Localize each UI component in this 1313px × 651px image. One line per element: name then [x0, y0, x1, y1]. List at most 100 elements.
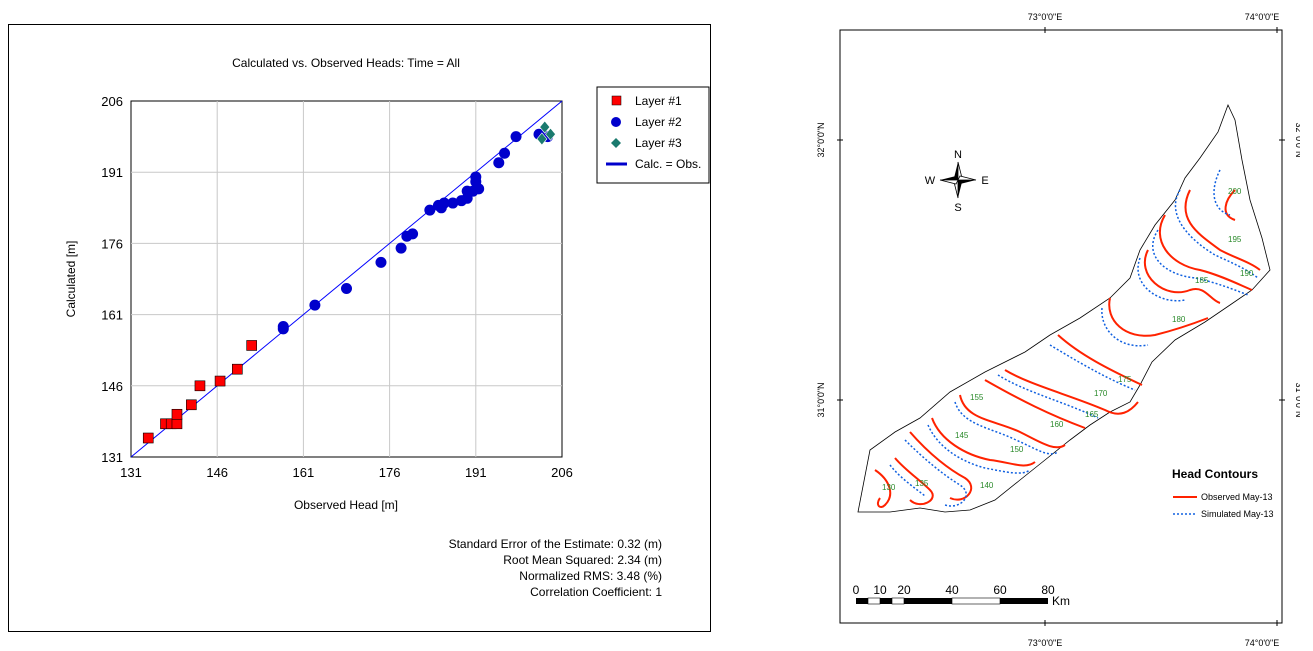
y-tick-label: 206 [101, 94, 123, 109]
legend-marker-layer2 [611, 117, 621, 127]
compass-icon: N S E W [925, 149, 989, 214]
contour-label-130: 130 [882, 483, 896, 492]
data-points [142, 120, 556, 444]
lat-label-31-left: 31°0'0"N [816, 382, 826, 417]
point-layer1 [194, 380, 206, 392]
scale-label-60: 60 [993, 583, 1007, 597]
observed-contour-175 [1057, 334, 1143, 386]
legend-label-refline: Calc. = Obs. [635, 157, 701, 171]
point-layer2 [447, 197, 459, 209]
contour-label-200: 200 [1228, 187, 1242, 196]
lon-label-74-top: 74°0'0"E [1245, 12, 1280, 22]
contour-map: 73°0'0"E 74°0'0"E 73°0'0"E 74°0'0"E 32°0… [816, 12, 1300, 648]
x-tick-label: 206 [551, 465, 573, 480]
point-layer1 [214, 375, 226, 387]
observed-contour-150 [909, 431, 973, 501]
scale-bar: 0 10 20 40 60 80 Km [853, 583, 1070, 608]
contour-label-160: 160 [1050, 420, 1064, 429]
stat-normalized-rms: Normalized RMS: 3.48 (%) [519, 569, 662, 583]
simulated-contour-175 [1049, 344, 1136, 391]
contour-labels: 200 195 190 185 180 175 170 165 160 155 … [882, 187, 1254, 492]
contour-label-145: 145 [955, 431, 969, 440]
compass-east: E [981, 175, 988, 187]
stat-standard-error: Standard Error of the Estimate: 0.32 (m) [448, 537, 662, 551]
contour-label-180: 180 [1172, 315, 1186, 324]
scale-label-80: 80 [1041, 583, 1055, 597]
y-tick-label: 191 [101, 165, 123, 180]
observed-contour-180 [1108, 297, 1209, 337]
simulated-contour-160 [954, 401, 1059, 455]
legend-label-layer3: Layer #3 [635, 136, 682, 150]
observed-contour-155 [931, 417, 1036, 467]
lon-label-74-bottom: 74°0'0"E [1245, 638, 1280, 648]
contour-label-155: 155 [970, 393, 984, 402]
legend-label-layer2: Layer #2 [635, 115, 682, 129]
map-legend-title: Head Contours [1172, 467, 1258, 481]
contour-label-175: 175 [1118, 375, 1132, 384]
legend-marker-layer3 [611, 138, 621, 148]
simulated-contour-155 [927, 424, 1031, 474]
scale-label-20: 20 [897, 583, 911, 597]
simulated-contours [889, 169, 1259, 507]
lat-label-32-left: 32°0'0"N [816, 122, 826, 157]
point-layer2 [395, 242, 407, 254]
point-layer2 [499, 147, 511, 159]
scale-label-10: 10 [873, 583, 887, 597]
chart-legend: Layer #1 Layer #2 Layer #3 Calc. = Obs. [596, 86, 710, 184]
chart-panel: Calculated vs. Observed Heads: Time = Al… [8, 24, 711, 632]
simulated-contour-170 [997, 374, 1099, 419]
observed-contour-145 [894, 457, 934, 506]
point-layer2 [470, 171, 482, 183]
reference-line [130, 100, 563, 458]
contour-label-195: 195 [1228, 235, 1242, 244]
study-area-outline [857, 103, 1271, 513]
contour-label-140: 140 [980, 481, 994, 490]
x-tick-label: 191 [465, 465, 487, 480]
lat-label-32-right: 32°0'0"N [1294, 122, 1300, 157]
contour-label-135: 135 [915, 479, 929, 488]
point-layer2 [277, 320, 289, 332]
map-legend: Head Contours Observed May-13 Simulated … [1172, 467, 1274, 519]
point-layer2 [424, 204, 436, 216]
point-layer1 [246, 340, 257, 351]
point-layer2 [493, 157, 505, 169]
map-legend-observed-label: Observed May-13 [1201, 492, 1273, 502]
observed-contour-165 [984, 379, 1086, 429]
chart-title: Calculated vs. Observed Heads: Time = Al… [232, 56, 460, 70]
simulated-contour-195 [1174, 189, 1259, 279]
x-tick-label: 131 [120, 465, 142, 480]
point-layer2 [438, 197, 450, 209]
observed-contour-200 [1224, 189, 1236, 221]
contour-label-185: 185 [1195, 276, 1209, 285]
point-layer3 [539, 120, 551, 134]
point-layer2 [407, 228, 419, 240]
compass-north: N [954, 149, 962, 161]
lon-label-73-top: 73°0'0"E [1028, 12, 1063, 22]
point-layer2 [341, 282, 352, 294]
y-tick-label: 161 [101, 308, 123, 323]
simulated-contour-200 [1213, 169, 1231, 216]
y-tick-label: 176 [101, 236, 123, 251]
point-layer2 [473, 183, 485, 195]
statistics-block: Standard Error of the Estimate: 0.32 (m)… [449, 536, 662, 600]
observed-contours [874, 189, 1261, 508]
compass-south: S [954, 202, 961, 214]
y-axis-label: Calculated [m] [64, 241, 78, 318]
x-tick-label: 176 [379, 465, 401, 480]
simulated-contour-150 [904, 439, 967, 507]
point-layer2 [375, 256, 387, 268]
point-layer1 [142, 432, 154, 444]
observed-contour-185 [1143, 249, 1221, 304]
lon-label-73-bottom: 73°0'0"E [1028, 638, 1063, 648]
lat-label-31-right: 31°0'0"N [1294, 382, 1300, 417]
y-tick-label: 131 [101, 450, 123, 465]
point-layer2 [510, 131, 522, 143]
contour-label-150: 150 [1010, 445, 1024, 454]
x-axis-label: Observed Head [m] [294, 498, 398, 512]
point-layer3 [545, 127, 556, 141]
scale-unit: Km [1052, 594, 1070, 608]
legend-label-layer1: Layer #1 [635, 94, 682, 108]
stat-correlation: Correlation Coefficient: 1 [530, 585, 662, 599]
contour-label-190: 190 [1240, 269, 1254, 278]
